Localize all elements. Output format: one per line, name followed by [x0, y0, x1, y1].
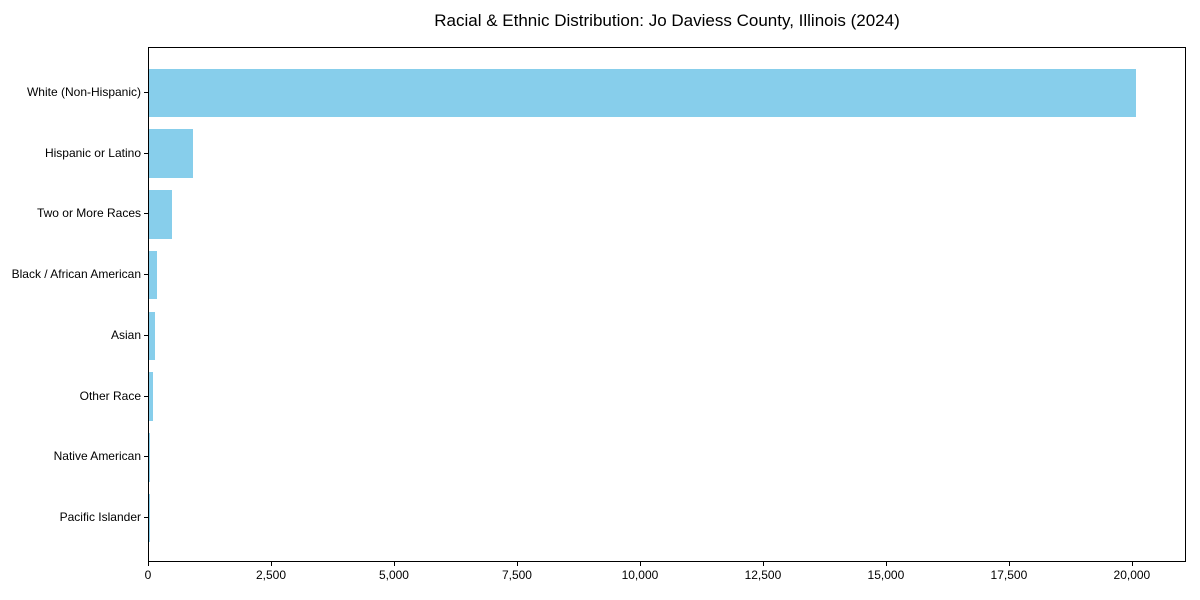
bar-other-race — [149, 372, 153, 421]
y-tick-label: Other Race — [79, 388, 141, 403]
bar-hispanic-or-latino — [149, 129, 194, 178]
x-tick-label: 0 — [144, 568, 152, 582]
y-tick-label: Hispanic or Latino — [44, 145, 141, 160]
x-tick-mark — [639, 562, 641, 566]
x-tick-label: 7,500 — [501, 568, 532, 582]
x-tick-mark — [270, 562, 272, 566]
x-tick-label: 20,000 — [1113, 568, 1151, 582]
y-tick-label: White (Non-Hispanic) — [26, 84, 141, 99]
x-tick-mark — [1008, 562, 1010, 566]
x-tick-label: 5,000 — [378, 568, 409, 582]
bar-white-non-hispanic — [149, 68, 1136, 118]
chart-title: Racial & Ethnic Distribution: Jo Daviess… — [434, 11, 900, 30]
y-tick-mark — [144, 334, 148, 336]
x-tick-label: 17,500 — [990, 568, 1028, 582]
x-tick-mark — [393, 562, 395, 566]
y-tick-mark — [144, 395, 148, 397]
x-tick-mark — [1131, 562, 1133, 566]
plot-area — [148, 47, 1186, 562]
x-tick-mark — [516, 562, 518, 566]
bar-native-american — [149, 433, 150, 482]
y-tick-mark — [144, 213, 148, 215]
y-tick-mark — [144, 274, 148, 276]
y-tick-label: Asian — [110, 327, 141, 342]
y-tick-mark — [144, 152, 148, 154]
y-tick-mark — [144, 517, 148, 519]
y-tick-label: Two or More Races — [36, 206, 141, 221]
y-tick-mark — [144, 456, 148, 458]
y-tick-mark — [144, 91, 148, 93]
x-tick-label: 2,500 — [255, 568, 286, 582]
x-tick-label: 10,000 — [621, 568, 659, 582]
bar-black-african-american — [149, 250, 158, 300]
bar-asian — [149, 311, 155, 361]
x-tick-mark — [762, 562, 764, 566]
y-tick-label: Black / African American — [11, 267, 141, 282]
y-tick-label: Pacific Islander — [59, 510, 141, 525]
x-tick-mark — [885, 562, 887, 566]
x-tick-label: 12,500 — [744, 568, 782, 582]
y-tick-label: Native American — [53, 449, 141, 464]
x-tick-mark — [148, 562, 149, 566]
bar-two-or-more-races — [149, 190, 173, 239]
x-tick-label: 15,000 — [867, 568, 905, 582]
